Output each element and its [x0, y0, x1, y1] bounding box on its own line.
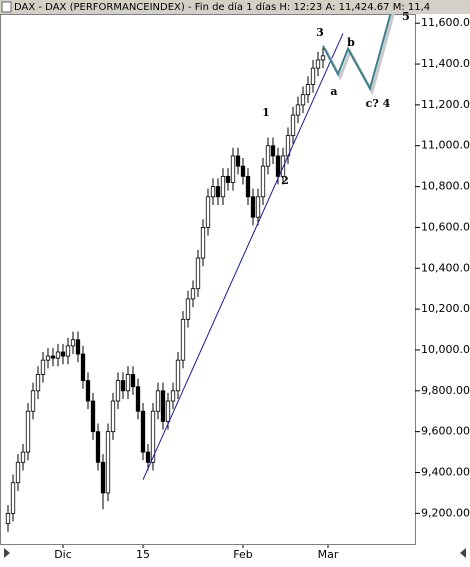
- candle-body: [220, 175, 226, 198]
- candle-body: [165, 400, 171, 422]
- y-tick-label: 9,600.00: [421, 425, 470, 438]
- candle-body: [110, 400, 116, 433]
- candle-body: [295, 104, 301, 116]
- candle-body: [40, 359, 46, 375]
- candle-body: [160, 390, 166, 422]
- candle-body: [135, 386, 141, 412]
- candle-body: [310, 67, 316, 85]
- candle-body: [70, 339, 76, 347]
- x-tick-label: Mar: [318, 548, 339, 561]
- candle-body: [130, 374, 136, 388]
- candle-body: [20, 451, 26, 463]
- x-tick-label: Dic: [54, 548, 72, 561]
- y-tick-label: 11,400.00: [421, 57, 470, 70]
- wave-label: 1: [262, 106, 270, 119]
- y-tick-label: 11,600.00: [421, 16, 470, 29]
- candle-body: [140, 410, 146, 453]
- candle-body: [230, 155, 236, 183]
- candle-body: [25, 410, 31, 453]
- y-tick-label: 9,400.00: [421, 465, 470, 478]
- candle-body: [120, 380, 126, 392]
- candle-body: [315, 59, 321, 69]
- candle-body: [255, 196, 261, 218]
- candle-body: [85, 380, 91, 402]
- candle-body: [80, 353, 86, 381]
- candle-body: [55, 351, 61, 359]
- scroll-left-button[interactable]: [460, 548, 466, 558]
- candle-body: [210, 186, 216, 198]
- x-axis-bar: [0, 545, 470, 563]
- candle-body: [240, 165, 246, 177]
- trend-line: [142, 33, 344, 480]
- candle-body: [30, 390, 36, 412]
- plot: [5, 14, 395, 532]
- wave-label: 3: [316, 26, 324, 39]
- y-tick-label: 9,800.00: [421, 384, 470, 397]
- candle-body: [225, 175, 231, 183]
- candle-body: [320, 55, 326, 61]
- candle-body: [60, 351, 66, 357]
- header-bar: [0, 0, 470, 14]
- candle-body: [235, 155, 241, 167]
- header-icon: [1, 1, 12, 13]
- x-tick-label: Feb: [233, 548, 252, 561]
- candle-body: [155, 390, 161, 412]
- chart-title: DAX - DAX (PERFORMANCEINDEX) - Fin de dí…: [14, 1, 430, 13]
- candle-body: [265, 145, 271, 167]
- candle-body: [185, 298, 191, 320]
- candle-body: [50, 355, 56, 359]
- candle-body: [10, 482, 16, 514]
- candle-body: [260, 165, 266, 198]
- y-tick-label: 11,200.00: [421, 98, 470, 111]
- candle-body: [45, 355, 51, 361]
- y-tick-label: 10,000.00: [421, 343, 470, 356]
- candle-body: [270, 145, 276, 157]
- candle-body: [145, 451, 151, 463]
- candle-body: [75, 339, 81, 355]
- projection-line: [322, 14, 392, 92]
- candle-body: [125, 374, 131, 392]
- candle-body: [100, 461, 106, 494]
- y-tick-label: 11,000.00: [421, 139, 470, 152]
- candle-body: [35, 374, 41, 392]
- candle-body: [300, 94, 306, 106]
- candle-body: [175, 359, 181, 392]
- candle-body: [195, 257, 201, 290]
- candle-body: [275, 155, 281, 177]
- candle-body: [305, 84, 311, 96]
- y-tick-label: 10,800.00: [421, 180, 470, 193]
- wave-label: a: [330, 85, 337, 98]
- candle-body: [190, 288, 196, 300]
- plot-area: [0, 14, 416, 545]
- wave-label: b: [347, 36, 355, 49]
- candle-body: [200, 227, 206, 259]
- scroll-right-button[interactable]: [4, 548, 10, 558]
- candle-body: [5, 512, 11, 524]
- candle-body: [95, 431, 101, 463]
- y-tick-label: 10,200.00: [421, 302, 470, 315]
- candle-body: [245, 175, 251, 198]
- wave-label: 2: [281, 174, 289, 187]
- y-tick-label: 10,600.00: [421, 220, 470, 233]
- wave-label: 5: [402, 10, 410, 23]
- candle-body: [150, 410, 156, 463]
- candle-body: [290, 114, 296, 136]
- candle-body: [115, 380, 121, 402]
- candle-body: [65, 345, 71, 357]
- candle-body: [90, 400, 96, 433]
- wave-label: c? 4: [366, 97, 391, 110]
- candle-body: [215, 186, 221, 198]
- candle-body: [180, 318, 186, 361]
- y-tick-label: 10,400.00: [421, 261, 470, 274]
- candle-body: [15, 461, 21, 484]
- candle-body: [105, 431, 111, 494]
- x-tick-label: 15: [136, 548, 150, 561]
- y-tick-label: 9,200.00: [421, 506, 470, 519]
- candle-body: [170, 390, 176, 402]
- candle-body: [250, 196, 256, 218]
- candle-body: [205, 196, 211, 228]
